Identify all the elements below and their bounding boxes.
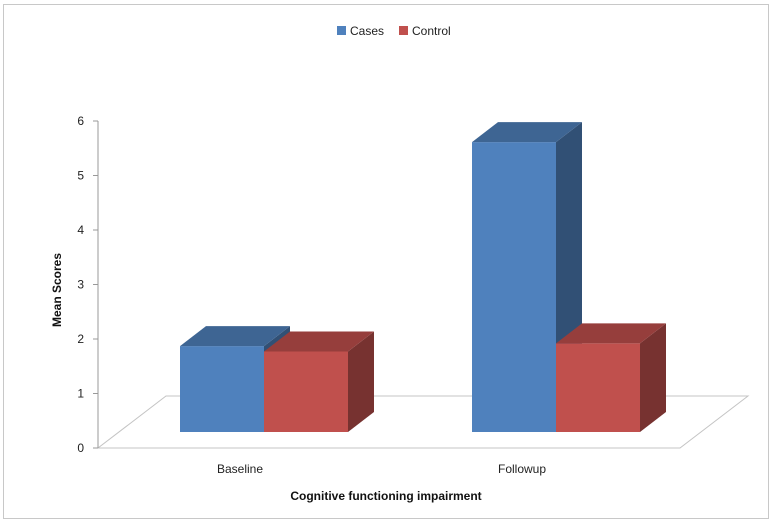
y-tick-label: 1 (77, 387, 84, 401)
x-axis-title: Cognitive functioning impairment (290, 489, 481, 503)
bar-side-face (640, 323, 666, 432)
legend: Cases Control (337, 24, 451, 38)
bar-control-baseline (264, 331, 374, 432)
legend-swatch-cases (337, 26, 346, 35)
x-label-baseline: Baseline (217, 462, 263, 476)
y-tick-label: 5 (77, 169, 84, 183)
bar-front-face (180, 346, 264, 432)
y-tick-label: 0 (77, 441, 84, 455)
bar-front-face (264, 351, 348, 432)
bar-top-face (180, 326, 290, 347)
legend-label-cases: Cases (350, 24, 384, 38)
bar-top-face (472, 122, 582, 143)
y-tick-label: 4 (77, 223, 84, 237)
y-tick-label: 3 (77, 278, 84, 292)
x-label-followup: Followup (498, 462, 546, 476)
y-axis-title: Mean Scores (50, 253, 64, 327)
y-tick-label: 6 (77, 114, 84, 128)
bar-front-face (556, 343, 640, 432)
legend-swatch-control (399, 26, 408, 35)
bar-top-face (556, 323, 666, 344)
legend-label-control: Control (412, 24, 451, 38)
y-tick-label: 2 (77, 332, 84, 346)
bar-front-face (472, 142, 556, 432)
y-axis-ticks: 0 1 2 3 4 5 6 (77, 114, 98, 455)
bar-control-followup (556, 323, 666, 432)
bars (180, 122, 666, 432)
bar-top-face (264, 331, 374, 352)
bar-side-face (348, 331, 374, 432)
